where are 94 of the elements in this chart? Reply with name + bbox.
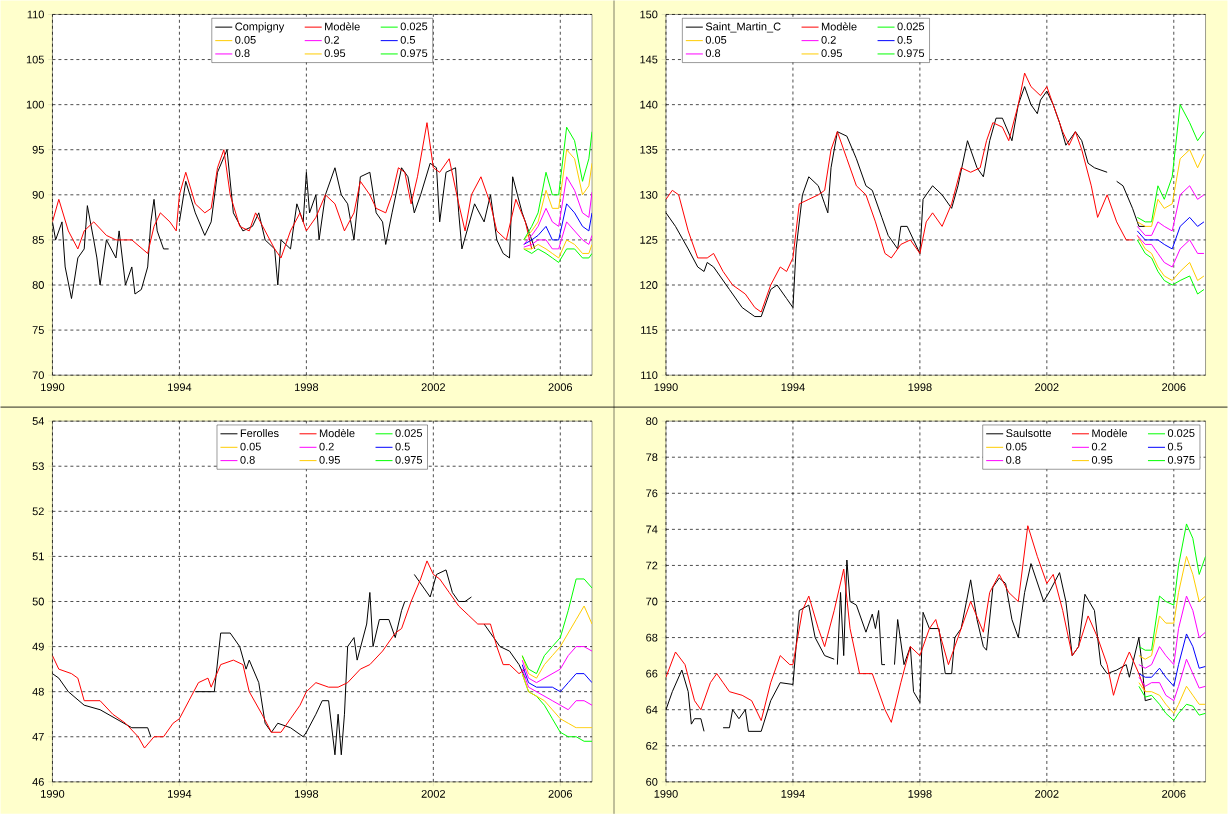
y-tick-label: 125	[640, 235, 658, 244]
y-tick-label: 68	[646, 633, 658, 642]
y-tick-label: 70	[32, 371, 44, 379]
y-tick-label: 110	[27, 10, 44, 19]
x-tick-label: 1990	[654, 789, 678, 798]
y-tick-label: 130	[640, 190, 658, 199]
x-tick-label: 1998	[294, 789, 319, 798]
legend-label: 0.5	[395, 442, 410, 451]
y-tick-label: 110	[641, 371, 658, 379]
legend-label: 0.975	[897, 49, 925, 57]
y-tick-label: 120	[640, 280, 658, 289]
x-tick-label: 2006	[1162, 789, 1186, 798]
y-tick-label: 135	[640, 145, 658, 154]
y-tick-label: 49	[32, 642, 44, 651]
y-tick-label: 47	[32, 732, 44, 741]
legend-label: 0.8	[235, 49, 250, 57]
y-tick-label: 80	[32, 280, 44, 289]
legend-label: 0.8	[240, 455, 255, 464]
y-tick-label: 80	[646, 417, 658, 425]
legend-label: Modèle	[319, 428, 355, 437]
legend-label: 0.5	[400, 35, 416, 44]
y-tick-label: 64	[646, 705, 658, 714]
legend-label: 0.5	[897, 35, 912, 44]
y-tick-label: 52	[32, 507, 44, 516]
y-tick-label: 78	[646, 453, 658, 461]
y-tick-label: 72	[646, 561, 658, 570]
y-tick-label: 74	[646, 525, 658, 533]
y-tick-label: 50	[32, 597, 44, 606]
y-tick-label: 60	[646, 777, 658, 786]
x-tick-label: 2002	[1035, 383, 1059, 391]
legend-label: 0.2	[1091, 442, 1107, 451]
y-tick-label: 150	[640, 10, 658, 19]
y-tick-label: 75	[32, 326, 44, 334]
legend-label: 0.05	[705, 35, 727, 44]
legend-label: 0.5	[1167, 442, 1183, 451]
legend-label: Modèle	[821, 22, 857, 31]
y-tick-label: 62	[646, 741, 658, 750]
y-tick-label: 66	[646, 669, 658, 678]
x-tick-label: 2002	[421, 383, 445, 391]
y-tick-label: 53	[32, 462, 44, 470]
legend-label: 0.975	[1167, 455, 1195, 464]
x-tick-label: 1994	[781, 383, 805, 391]
x-tick-label: 1998	[908, 383, 932, 391]
x-tick-label: 1990	[654, 383, 678, 391]
legend-label: 0.05	[240, 442, 261, 451]
y-tick-label: 100	[26, 100, 44, 109]
legend-label: 0.025	[897, 22, 925, 31]
legend-label: 0.05	[235, 35, 256, 44]
legend-label: 0.05	[1006, 442, 1027, 451]
y-tick-label: 145	[640, 55, 658, 64]
legend-label: 0.95	[319, 455, 340, 464]
legend-label: 0.8	[705, 49, 721, 57]
legend-label: Ferolles	[240, 428, 279, 437]
x-tick-label: 1998	[908, 789, 932, 798]
legend-label: Compigny	[235, 22, 285, 33]
legend-label: 0.2	[324, 35, 339, 44]
legend-label: Modèle	[1092, 428, 1127, 437]
legend-label: 0.975	[395, 455, 423, 464]
y-tick-label: 85	[32, 235, 44, 244]
x-tick-label: 1994	[781, 789, 805, 798]
legend-label: 0.2	[319, 442, 334, 451]
y-tick-label: 140	[640, 100, 658, 109]
legend-label: 0.025	[1167, 428, 1195, 437]
x-tick-label: 1998	[294, 383, 319, 391]
y-tick-label: 76	[646, 489, 658, 498]
y-tick-label: 90	[32, 190, 44, 199]
legend-label: 0.8	[1006, 455, 1021, 464]
legend-label: 0.975	[400, 49, 428, 57]
legend-label: 0.95	[821, 49, 842, 57]
y-tick-label: 54	[32, 417, 45, 425]
x-tick-label: 1994	[168, 383, 192, 391]
y-tick-label: 115	[641, 326, 658, 334]
legend-label: Saint_Martin_C	[705, 22, 781, 33]
legend-label: 0.95	[324, 49, 346, 57]
legend-label: 0.95	[1091, 455, 1113, 464]
y-tick-label: 70	[646, 597, 658, 606]
legend-label: Modèle	[325, 22, 360, 31]
x-tick-label: 1990	[41, 789, 65, 798]
y-tick-label: 95	[32, 145, 44, 154]
x-tick-label: 1990	[41, 383, 65, 391]
x-tick-label: 2002	[421, 789, 445, 798]
legend-label: 0.025	[400, 22, 428, 31]
y-tick-label: 46	[32, 777, 44, 786]
y-tick-label: 48	[32, 687, 44, 696]
legend-label: Saulsotte	[1006, 428, 1051, 437]
x-tick-label: 2002	[1035, 789, 1059, 798]
x-tick-label: 1994	[168, 789, 192, 798]
legend-label: 0.025	[395, 428, 423, 437]
y-tick-label: 105	[26, 55, 44, 64]
x-tick-label: 2006	[548, 789, 573, 798]
x-tick-label: 2006	[1162, 383, 1186, 391]
legend-label: 0.2	[821, 35, 836, 44]
x-tick-label: 2006	[548, 383, 573, 391]
y-tick-label: 51	[32, 552, 44, 561]
